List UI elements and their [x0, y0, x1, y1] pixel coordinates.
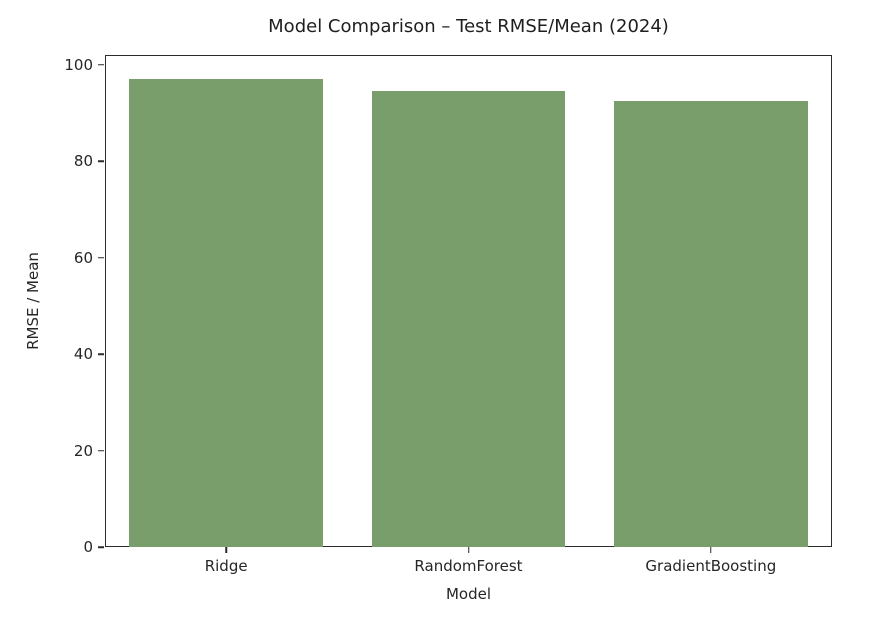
y-tick-label: 80 [73, 152, 93, 171]
plot-wrap: 0 20 40 60 80 100 Ridge RandomForest GradientBoo… [64, 55, 832, 575]
x-tick-mark [225, 547, 227, 553]
chart-title: Model Comparison – Test RMSE/Mean (2024) [268, 16, 669, 37]
x-tick-mark [710, 547, 712, 553]
bar-ridge [129, 78, 324, 547]
y-tick-mark [98, 160, 104, 162]
x-axis-label: Model [445, 585, 492, 603]
y-tick-label: 60 [73, 248, 93, 267]
y-tick-mark [98, 353, 104, 355]
x-tick-mark [467, 547, 470, 553]
bar-randomforest [371, 91, 566, 547]
x-tick-label: Ridge [204, 557, 248, 575]
x-tick-label: GradientBoosting [645, 557, 777, 575]
y-tick-label: 100 [64, 55, 93, 74]
y-tick-label: 40 [73, 345, 93, 364]
y-tick-mark [98, 63, 104, 66]
x-tick-label: RandomForest [414, 557, 523, 575]
bar-gradientboosting [613, 101, 808, 547]
y-tick-label: 0 [83, 538, 93, 556]
y-axis-label: RMSE / Mean [24, 252, 42, 350]
y-tick-mark [98, 449, 104, 452]
y-tick-mark [98, 546, 104, 548]
y-tick-mark [98, 256, 104, 259]
y-tick-label: 20 [73, 441, 93, 460]
